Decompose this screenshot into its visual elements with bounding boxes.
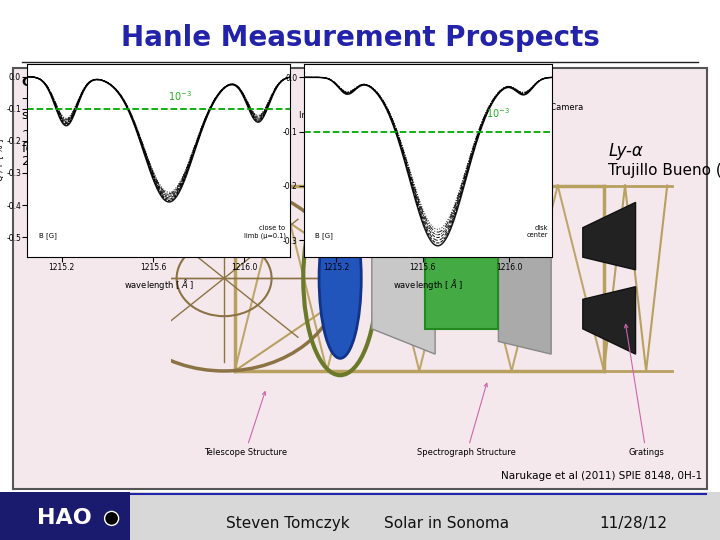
Text: B [G]: B [G] [39,232,57,239]
Text: Steven Tomczyk: Steven Tomczyk [226,516,350,531]
Text: Narukage et al (2011) SPIE 8148, 0H-1: Narukage et al (2011) SPIE 8148, 0H-1 [501,471,702,481]
Text: 11/28/12: 11/28/12 [600,516,667,531]
Text: ~10⁻³ linear polarization: ~10⁻³ linear polarization [22,125,176,138]
Text: Hanle Measurement Prospects: Hanle Measurement Prospects [120,24,600,52]
Bar [0,492,130,540]
Polygon shape [498,202,552,354]
Text: CLASP rocket: CLASP rocket [22,76,122,89]
Text: for: for [22,141,39,154]
X-axis label: wavelength [ $\AA$ ]: wavelength [ $\AA$ ] [124,278,194,292]
Ellipse shape [319,198,361,359]
Polygon shape [582,287,636,354]
Text: Slitjaw Camera: Slitjaw Camera [520,103,582,190]
Text: $10^{-3}$: $10^{-3}$ [168,89,192,103]
Polygon shape [372,202,435,354]
Polygon shape [582,202,636,270]
Bar [0,492,720,540]
Text: Solar in Sonoma: Solar in Sonoma [384,516,509,531]
Text: Ly-α: Ly-α [608,142,643,160]
Text: disk
center: disk center [526,226,548,239]
Text: close to
limb (μ=0.1): close to limb (μ=0.1) [243,225,286,239]
Text: $10^{-3}$: $10^{-3}$ [486,106,510,120]
Text: → Ly-α: → Ly-α [22,92,62,105]
Y-axis label: Q / I  [ % ]: Q / I [ % ] [0,139,5,181]
Text: Telescope Structure: Telescope Structure [204,392,287,457]
Circle shape [104,511,119,525]
X-axis label: wavelength [ $\AA$ ]: wavelength [ $\AA$ ] [393,278,463,292]
Bar [13,68,707,489]
Text: Interface Plate: Interface Plate [299,111,370,182]
Text: 250 s exposure: 250 s exposure [22,156,124,168]
Bar [425,211,498,329]
Text: HAO: HAO [37,508,92,529]
Text: Trujillo Bueno (2011): Trujillo Bueno (2011) [608,163,720,178]
Text: Gratings: Gratings [624,325,664,457]
Text: Spectrograph Structure: Spectrograph Structure [418,383,516,457]
Text: B [G]: B [G] [315,233,333,239]
Text: Spectrograph Cameras: Spectrograph Cameras [387,94,484,190]
Text: sensitivity:: sensitivity: [22,110,89,123]
